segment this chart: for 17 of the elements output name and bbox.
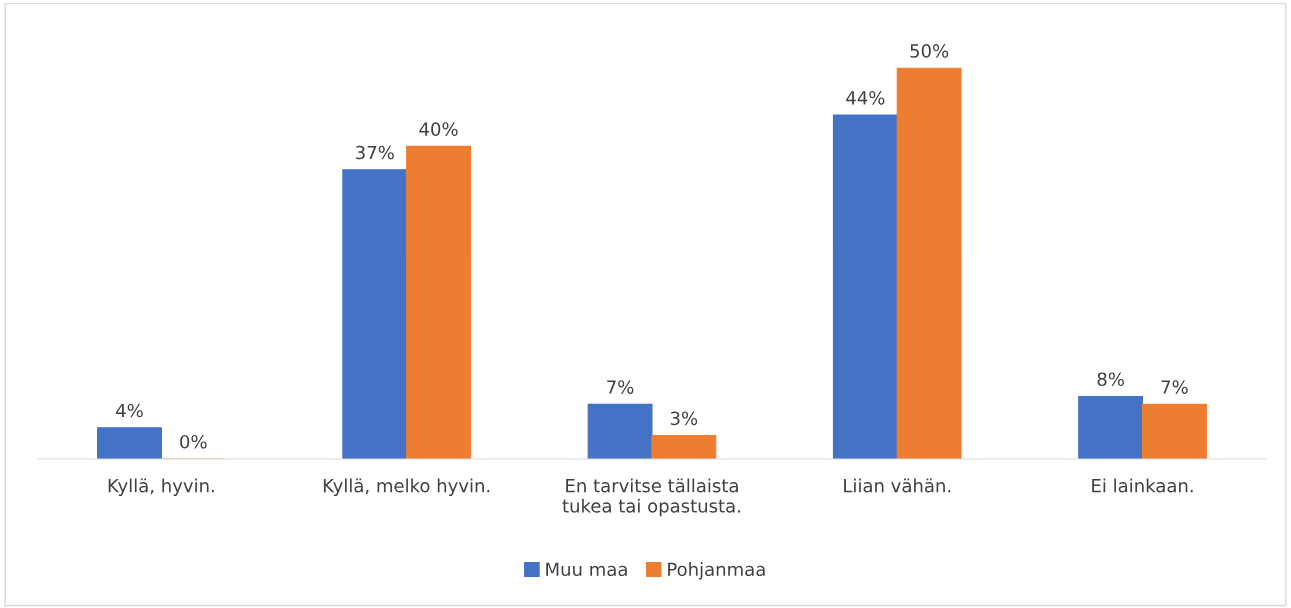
data-label: 3%: [670, 411, 698, 426]
data-label: 44%: [846, 90, 885, 105]
x-tick-label: Ei lainkaan.: [1092, 478, 1193, 493]
x-tick-label: En tarvitse tällaista tukea tai opastusta.: [562, 478, 740, 517]
legend-label: Muu maa: [546, 562, 627, 577]
x-tick-label: Kyllä, hyvin.: [108, 478, 214, 496]
data-label: 7%: [1161, 380, 1188, 394]
data-label: 37%: [356, 145, 394, 160]
legend-label: Pohjanmaa: [668, 562, 765, 580]
data-label: 0%: [180, 434, 207, 449]
x-tick-label: Kyllä, melko hyvin.: [323, 478, 490, 496]
data-label: 7%: [607, 380, 634, 394]
data-label: 50%: [910, 44, 949, 58]
data-label: 8%: [1097, 372, 1124, 387]
data-label: 4%: [116, 403, 143, 418]
data-label: 40%: [419, 122, 458, 136]
x-tick-label: Liian vähän.: [844, 478, 951, 493]
